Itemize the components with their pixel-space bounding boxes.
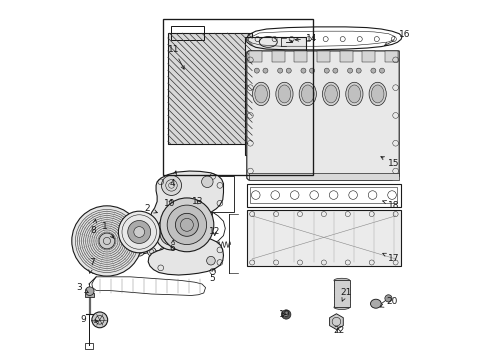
Circle shape	[282, 310, 291, 319]
Text: 2: 2	[145, 204, 157, 213]
Text: 21: 21	[340, 288, 351, 301]
Circle shape	[284, 312, 289, 317]
Circle shape	[99, 233, 115, 249]
Polygon shape	[168, 33, 252, 144]
Circle shape	[310, 68, 315, 73]
Bar	[317, 51, 330, 62]
Ellipse shape	[346, 82, 363, 105]
Text: 17: 17	[383, 253, 400, 264]
Circle shape	[161, 175, 181, 195]
Circle shape	[160, 222, 183, 245]
Ellipse shape	[273, 119, 282, 134]
Circle shape	[119, 211, 160, 253]
Text: 16: 16	[385, 30, 411, 46]
Text: 18: 18	[383, 201, 400, 210]
Text: 5: 5	[209, 269, 215, 283]
Circle shape	[301, 68, 306, 73]
Polygon shape	[247, 51, 399, 180]
Circle shape	[254, 68, 259, 73]
Circle shape	[324, 68, 329, 73]
Circle shape	[333, 68, 338, 73]
Circle shape	[379, 68, 385, 73]
Text: 7: 7	[89, 258, 95, 273]
Circle shape	[286, 68, 291, 73]
Text: 19: 19	[279, 310, 291, 319]
Ellipse shape	[288, 62, 299, 83]
Text: 6: 6	[170, 240, 175, 253]
Text: 3: 3	[76, 283, 88, 293]
Circle shape	[72, 206, 142, 276]
Bar	[340, 51, 353, 62]
Ellipse shape	[252, 82, 270, 105]
Circle shape	[160, 198, 214, 252]
Text: 10: 10	[164, 199, 176, 208]
Text: 1: 1	[101, 222, 114, 238]
Circle shape	[128, 221, 151, 243]
Bar	[249, 51, 262, 62]
Circle shape	[155, 218, 188, 250]
Text: 12: 12	[209, 228, 220, 237]
Bar	[294, 51, 307, 62]
Ellipse shape	[369, 82, 386, 105]
Polygon shape	[247, 211, 401, 266]
Text: 9: 9	[80, 315, 98, 324]
Ellipse shape	[255, 85, 268, 103]
Ellipse shape	[278, 85, 291, 103]
Circle shape	[92, 312, 108, 328]
Polygon shape	[85, 293, 94, 297]
Text: 8: 8	[91, 220, 97, 235]
Bar	[362, 51, 375, 62]
Ellipse shape	[289, 119, 298, 134]
Ellipse shape	[371, 85, 384, 103]
Circle shape	[136, 247, 144, 256]
Circle shape	[278, 68, 283, 73]
Text: 22: 22	[333, 326, 344, 335]
Ellipse shape	[256, 62, 267, 83]
Polygon shape	[245, 37, 306, 155]
Ellipse shape	[322, 82, 340, 105]
Circle shape	[385, 295, 392, 302]
Circle shape	[167, 205, 207, 244]
Text: 13: 13	[192, 197, 204, 206]
Circle shape	[207, 256, 215, 265]
Bar	[334, 280, 350, 307]
Ellipse shape	[272, 62, 283, 83]
Polygon shape	[92, 228, 198, 273]
Circle shape	[347, 68, 353, 73]
Text: 15: 15	[381, 157, 400, 168]
Circle shape	[175, 213, 198, 236]
Ellipse shape	[370, 299, 381, 308]
Ellipse shape	[276, 82, 293, 105]
Polygon shape	[330, 314, 343, 329]
Ellipse shape	[257, 119, 266, 134]
Circle shape	[183, 247, 192, 256]
Circle shape	[147, 247, 156, 256]
Ellipse shape	[299, 82, 317, 105]
Ellipse shape	[301, 85, 314, 103]
Polygon shape	[248, 173, 399, 180]
Ellipse shape	[325, 85, 337, 103]
Circle shape	[172, 247, 180, 256]
Ellipse shape	[334, 278, 350, 283]
Bar	[163, 19, 313, 175]
Circle shape	[159, 247, 168, 256]
Circle shape	[356, 68, 361, 73]
Circle shape	[201, 176, 213, 188]
Text: 20: 20	[380, 297, 398, 307]
Circle shape	[371, 68, 376, 73]
Ellipse shape	[334, 305, 350, 310]
Polygon shape	[148, 171, 223, 275]
Circle shape	[96, 259, 107, 270]
Circle shape	[263, 68, 268, 73]
Text: 11: 11	[168, 45, 184, 69]
Ellipse shape	[348, 85, 361, 103]
Text: 4: 4	[170, 171, 177, 188]
Circle shape	[85, 287, 94, 296]
Text: 14: 14	[295, 34, 318, 43]
Bar	[385, 51, 398, 62]
Bar	[272, 51, 285, 62]
Circle shape	[134, 226, 145, 237]
Circle shape	[112, 247, 120, 256]
Circle shape	[123, 247, 132, 256]
